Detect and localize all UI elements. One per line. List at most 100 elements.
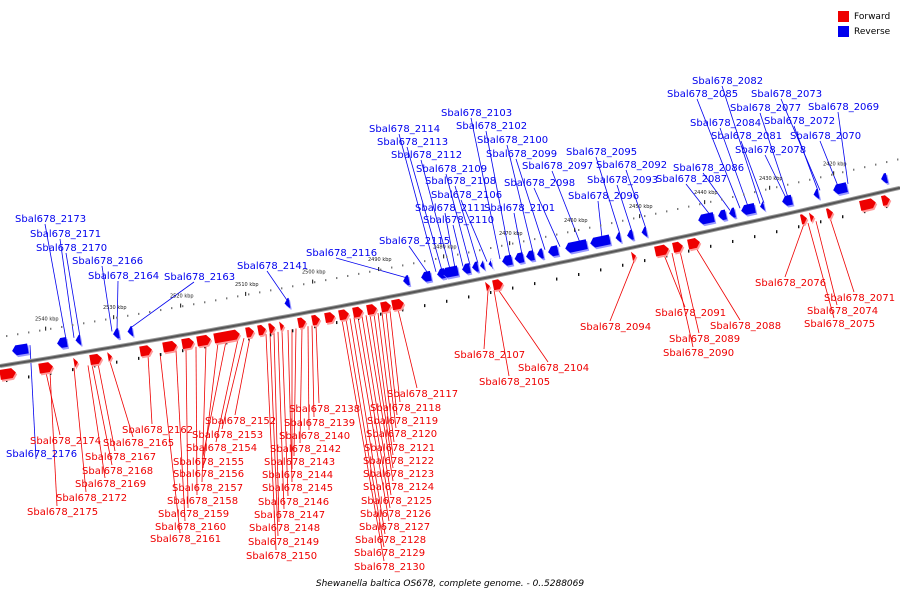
gene-label: Sbal678_2158	[167, 496, 238, 507]
tick-label: 2470 kbp	[499, 231, 523, 237]
ruler-dot	[853, 168, 855, 171]
gene-arrow-body	[480, 260, 485, 271]
ruler-dot	[578, 229, 580, 232]
reverse-gene-arrow	[782, 194, 795, 208]
leader-line	[515, 158, 546, 250]
ruler-dot	[534, 238, 536, 241]
leader-line	[361, 316, 392, 496]
ruler-dot	[864, 166, 866, 169]
ruler-dot	[886, 161, 888, 164]
gene-label: Sbal678_2124	[363, 482, 434, 493]
gene-label: Sbal678_2087	[656, 174, 727, 185]
leader-line	[299, 327, 303, 444]
gene-label: Sbal678_2111	[415, 203, 486, 214]
ruler-dot	[325, 279, 327, 282]
gene-label: Sbal678_2155	[173, 457, 244, 468]
ruler-dot	[754, 235, 756, 239]
gene-arrow-body	[687, 237, 700, 250]
gene-label: Sbal678_2152	[205, 416, 276, 427]
leader-line	[595, 156, 621, 235]
reverse-gene-arrow	[526, 250, 537, 263]
gene-arrow-body	[698, 212, 715, 225]
ruler-dot	[556, 277, 558, 281]
leader-line	[269, 333, 279, 537]
gene-arrow-body	[825, 208, 833, 219]
gene-arrow-body	[89, 353, 102, 366]
ruler-dot	[226, 297, 228, 300]
gene-arrow-body	[284, 297, 291, 308]
gene-arrow-body	[488, 258, 494, 269]
leader-line	[784, 223, 805, 278]
reverse-gene-arrow	[833, 182, 850, 196]
gene-label: Sbal678_2095	[566, 147, 637, 158]
tick-mark	[180, 303, 182, 308]
ruler-dot	[611, 222, 613, 225]
leader-line	[444, 212, 456, 269]
forward-gene-arrow	[366, 304, 379, 317]
gene-label: Sbal678_2175	[27, 507, 98, 518]
forward-gene-arrow	[492, 279, 505, 293]
gene-arrow-body	[808, 212, 814, 223]
ruler-dot	[666, 210, 668, 213]
leader-line	[277, 331, 285, 510]
gene-arrow-body	[0, 368, 16, 380]
ruler-dot	[512, 286, 514, 290]
gene-label: Sbal678_2171	[30, 229, 101, 240]
leader-line	[287, 329, 293, 483]
tick-label: 2500 kbp	[302, 270, 326, 276]
reverse-gene-arrow	[75, 334, 83, 347]
reverse-gene-arrow	[442, 265, 461, 280]
gene-label: Sbal678_2103	[441, 108, 512, 119]
leader-line	[377, 312, 395, 443]
reverse-gene-arrow	[127, 325, 135, 338]
gene-arrow-body	[514, 252, 525, 264]
tick-label: 2480 kbp	[433, 244, 457, 250]
gene-label: Sbal678_2164	[88, 271, 159, 282]
leader-line	[389, 310, 401, 403]
gene-arrow-body	[880, 195, 890, 206]
ruler-dot	[138, 356, 140, 360]
leader-line	[533, 187, 561, 247]
ruler-dot	[633, 217, 635, 220]
leader-line	[201, 344, 207, 483]
ruler-dot	[336, 321, 338, 325]
leader-line	[273, 332, 280, 523]
forward-gene-arrow	[89, 353, 104, 367]
leader-line	[397, 309, 418, 389]
gene-label: Sbal678_2076	[755, 278, 826, 289]
gene-label: Sbal678_2176	[6, 449, 77, 460]
forward-gene-arrow	[297, 317, 308, 330]
ruler-dot	[655, 212, 657, 215]
tick-mark	[45, 326, 47, 331]
ruler-dot	[776, 186, 778, 189]
gene-arrow-body	[181, 337, 194, 350]
gene-label: Sbal678_2113	[377, 137, 448, 148]
ruler-dot	[204, 301, 206, 304]
reverse-gene-arrow	[741, 203, 758, 217]
gene-label: Sbal678_2130	[354, 562, 425, 573]
gene-label: Sbal678_2116	[306, 248, 377, 259]
leader-line	[663, 254, 686, 308]
ruler-dot	[523, 240, 525, 243]
gene-label: Sbal678_2145	[262, 483, 333, 494]
leader-line	[307, 326, 310, 431]
gene-label: Sbal678_2106	[431, 190, 502, 201]
leader-line	[97, 363, 116, 452]
ruler-dot	[413, 262, 415, 265]
leader-line	[281, 331, 289, 497]
gene-arrow-body	[881, 172, 889, 184]
leader-line	[679, 251, 700, 334]
ruler-dot	[160, 353, 162, 357]
gene-label: Sbal678_2084	[690, 118, 761, 129]
gene-arrow-body	[107, 352, 112, 362]
leader-line	[345, 319, 385, 548]
ruler-dot	[215, 299, 217, 302]
gene-label: Sbal678_2174	[30, 436, 101, 447]
ruler-dot	[798, 225, 800, 229]
gene-arrow-body	[162, 340, 177, 353]
leader-line	[625, 169, 647, 229]
leader-line	[483, 291, 489, 350]
gene-arrow-body	[324, 312, 335, 324]
leader-line	[829, 217, 855, 293]
reverse-gene-arrow	[514, 252, 526, 265]
